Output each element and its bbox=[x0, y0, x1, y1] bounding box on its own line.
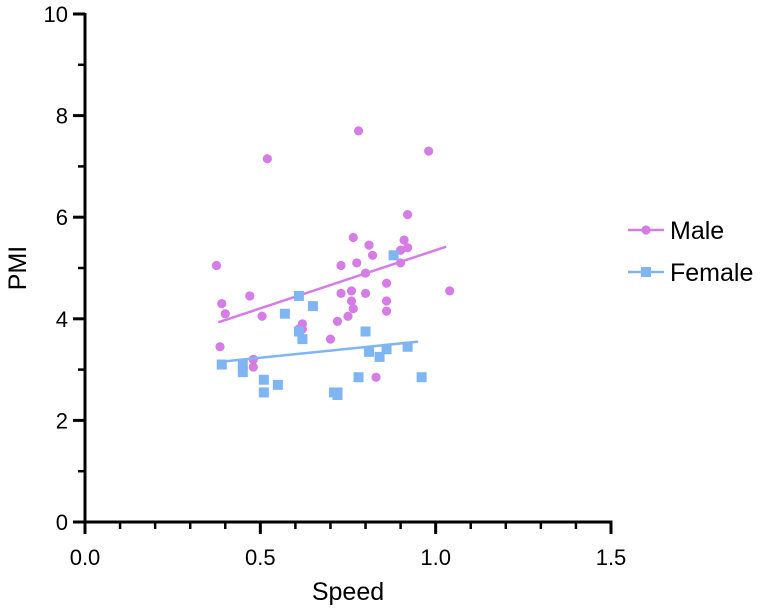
data-point-female bbox=[364, 346, 375, 357]
data-point-female bbox=[388, 250, 399, 261]
x-tick-label: 1.5 bbox=[596, 545, 627, 570]
data-point-female bbox=[216, 359, 227, 370]
data-point-female bbox=[332, 387, 343, 398]
data-point-female bbox=[374, 351, 385, 362]
data-point-male bbox=[396, 258, 406, 268]
data-point-male bbox=[346, 296, 357, 306]
x-axis-title: Speed bbox=[312, 578, 384, 606]
y-tick-label: 10 bbox=[44, 2, 68, 27]
data-point-male bbox=[445, 286, 455, 296]
data-point-male bbox=[325, 334, 336, 344]
y-tick-label: 6 bbox=[56, 205, 68, 230]
data-point-male bbox=[381, 278, 392, 288]
data-point-female bbox=[307, 301, 318, 312]
data-point-female bbox=[279, 308, 290, 319]
y-tick-label: 2 bbox=[56, 408, 68, 433]
x-tick-label: 0.5 bbox=[245, 545, 276, 570]
axes: 0 2 4 6 8 10 0.0 0.5 1.0 1.5 bbox=[44, 2, 627, 570]
legend-marker-circle bbox=[641, 225, 651, 235]
data-point-male bbox=[381, 306, 392, 316]
data-point-female bbox=[258, 374, 269, 385]
data-point-male bbox=[403, 243, 413, 253]
legend-item-male: Male bbox=[628, 217, 724, 245]
data-point-male bbox=[217, 298, 227, 309]
fit-line-male bbox=[217, 245, 447, 324]
data-point-male bbox=[262, 154, 272, 164]
data-point-female bbox=[297, 334, 308, 345]
x-tick-label: 1.0 bbox=[420, 545, 451, 570]
data-point-female bbox=[258, 387, 269, 398]
data-point-male bbox=[248, 362, 258, 372]
legend-item-female: Female bbox=[628, 259, 753, 287]
legend-marker-square bbox=[641, 267, 651, 277]
data-point-female bbox=[237, 359, 248, 370]
data-point-female bbox=[381, 344, 392, 355]
x-tick-label: 0.0 bbox=[70, 545, 101, 570]
data-point-male bbox=[352, 258, 362, 268]
data-point-female bbox=[416, 372, 427, 383]
y-axis-title: PMI bbox=[4, 246, 32, 290]
data-point-male bbox=[348, 304, 358, 314]
data-point-female bbox=[293, 290, 304, 301]
data-point-male bbox=[403, 210, 413, 220]
data-point-male bbox=[257, 311, 267, 321]
data-point-male bbox=[424, 146, 434, 156]
data-point-female bbox=[237, 367, 248, 378]
data-point-male bbox=[332, 316, 343, 326]
data-point-male bbox=[360, 288, 371, 298]
y-tick-label: 0 bbox=[56, 510, 68, 535]
data-point-female bbox=[402, 341, 413, 352]
legend-label: Female bbox=[670, 259, 753, 287]
data-point-male bbox=[336, 288, 346, 298]
data-point-male bbox=[381, 296, 392, 306]
data-point-male bbox=[371, 372, 381, 382]
data-point-female bbox=[360, 326, 371, 337]
series-male bbox=[211, 126, 455, 382]
data-point-male bbox=[360, 268, 371, 278]
data-point-female bbox=[293, 326, 304, 337]
data-point-male bbox=[353, 126, 364, 136]
data-point-male bbox=[336, 260, 346, 271]
axis-ticks: 0 2 4 6 8 10 0.0 0.5 1.0 1.5 bbox=[44, 2, 627, 570]
data-point-male bbox=[215, 342, 225, 352]
legend: Male Female bbox=[628, 217, 753, 287]
data-point-female bbox=[353, 372, 364, 383]
series-female bbox=[216, 250, 427, 400]
data-point-male bbox=[348, 232, 358, 243]
data-point-male bbox=[364, 240, 374, 250]
data-point-male bbox=[245, 291, 255, 301]
legend-label: Male bbox=[670, 217, 724, 245]
data-point-male bbox=[220, 309, 230, 319]
y-tick-label: 8 bbox=[56, 104, 68, 129]
data-point-male bbox=[346, 286, 357, 296]
data-point-male bbox=[399, 235, 409, 245]
y-tick-label: 4 bbox=[56, 307, 68, 332]
data-point-male bbox=[343, 311, 353, 321]
data-point-female bbox=[272, 379, 283, 390]
data-point-male bbox=[367, 250, 378, 260]
plot-marks bbox=[211, 126, 455, 400]
data-point-male bbox=[211, 260, 222, 271]
